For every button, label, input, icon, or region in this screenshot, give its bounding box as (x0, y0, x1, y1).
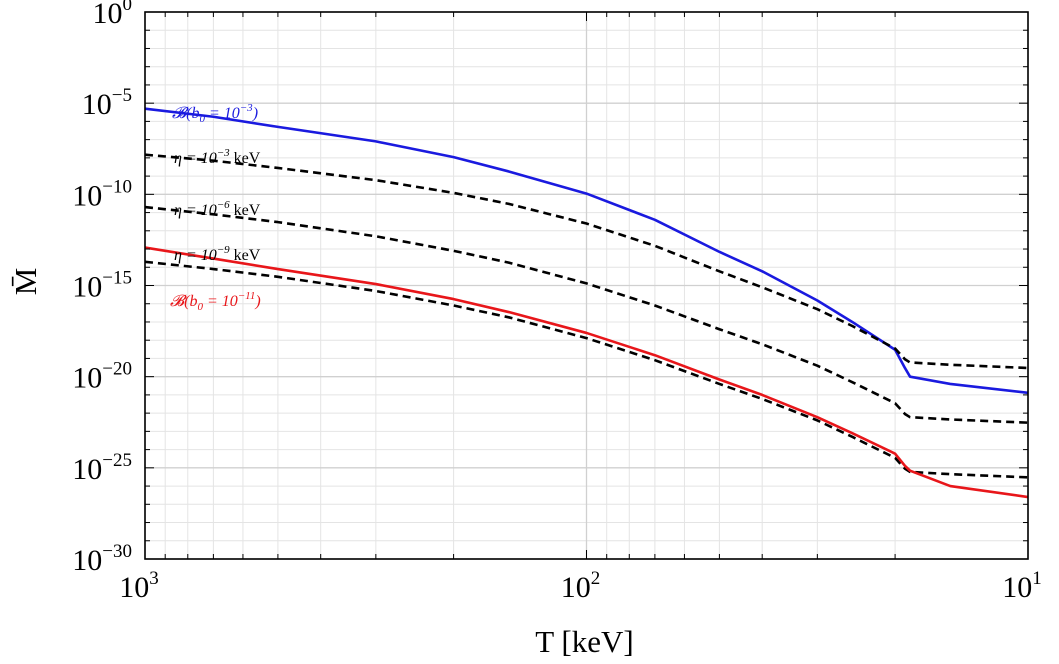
y-tick-label: 10−30 (72, 541, 132, 577)
y-tick-labels: 100 10−5 10−10 10−15 10−20 10−25 10−30 (72, 0, 132, 577)
series-layer (144, 107, 1029, 499)
y-tick-label: 10−5 (82, 85, 132, 121)
series-labels: 𝓑(b0 = 10−3) η = 10−3 keV η = 10−6 keV η = … (170, 102, 261, 313)
series-label-eta3: η = 10−3 keV (174, 147, 261, 167)
series-line-red (144, 246, 1029, 499)
y-axis-title: M̄ (8, 268, 43, 296)
series-line-eta6 (144, 205, 1029, 424)
y-tick-label: 10−20 (72, 359, 132, 395)
series-label-eta6: η = 10−6 keV (174, 199, 261, 219)
y-tick-label: 100 (93, 0, 133, 30)
y-tick-label: 10−10 (72, 176, 132, 212)
x-tick-label: 102 (561, 568, 601, 604)
series-label-eta9: η = 10−9 keV (174, 244, 261, 264)
axis-ticks (144, 11, 1029, 560)
x-axis-title: T [keV] (535, 624, 633, 659)
x-tick-label: 103 (119, 568, 159, 604)
y-tick-label: 10−25 (72, 450, 132, 486)
series-line-eta3 (144, 153, 1029, 370)
y-tick-label: 10−15 (72, 268, 132, 304)
series-label-red: 𝓑(b0 = 10−11) (170, 290, 261, 313)
series-line-eta9 (144, 260, 1029, 479)
x-tick-label: 101 (1002, 568, 1042, 604)
series-line-blue (144, 107, 1029, 395)
series-label-blue: 𝓑(b0 = 10−3) (172, 102, 258, 125)
x-tick-labels: 103 102 101 (119, 568, 1042, 604)
